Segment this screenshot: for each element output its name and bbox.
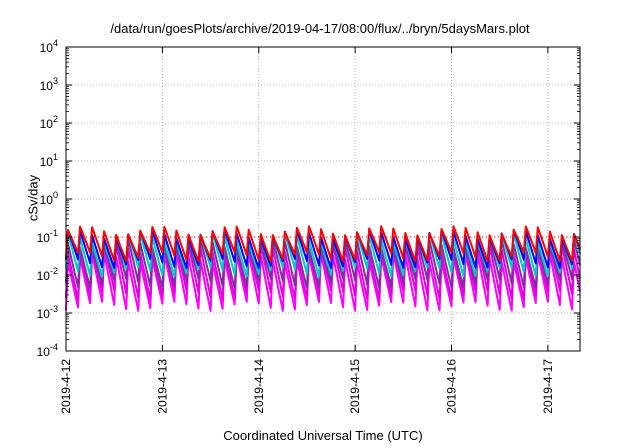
y-tick-label: 10-1 [37,228,58,245]
chart-title: /data/run/goesPlots/archive/2019-04-17/0… [110,21,530,36]
x-tick-label: 2019-4-17 [541,359,555,414]
x-tick-label: 2019-4-16 [445,359,459,414]
x-tick-label: 2019-4-13 [155,359,169,414]
y-tick-label: 10-3 [37,304,58,321]
y-tick-label: 104 [40,38,58,55]
y-tick-label: 102 [40,114,58,131]
grid-lines [66,47,580,351]
x-axis-label: Coordinated Universal Time (UTC) [223,428,423,443]
y-tick-label: 100 [40,190,58,207]
x-tick-label: 2019-4-12 [59,359,73,414]
y-tick-label: 103 [40,76,58,93]
y-tick-labels: 104 103 102 101 100 10-1 10-2 10-3 10-4 [37,38,58,359]
series-line [65,225,581,263]
x-tick-label: 2019-4-14 [252,359,266,414]
series-group [65,225,581,312]
y-tick-label: 101 [40,152,58,169]
x-tick-labels: 2019-4-12 2019-4-13 2019-4-14 2019-4-15 2019… [59,359,555,414]
x-tick-label: 2019-4-15 [348,359,362,414]
axis-ticks [65,46,580,352]
plot-frame [65,46,581,352]
y-tick-label: 10-2 [37,266,58,283]
y-tick-label: 10-4 [37,342,58,359]
